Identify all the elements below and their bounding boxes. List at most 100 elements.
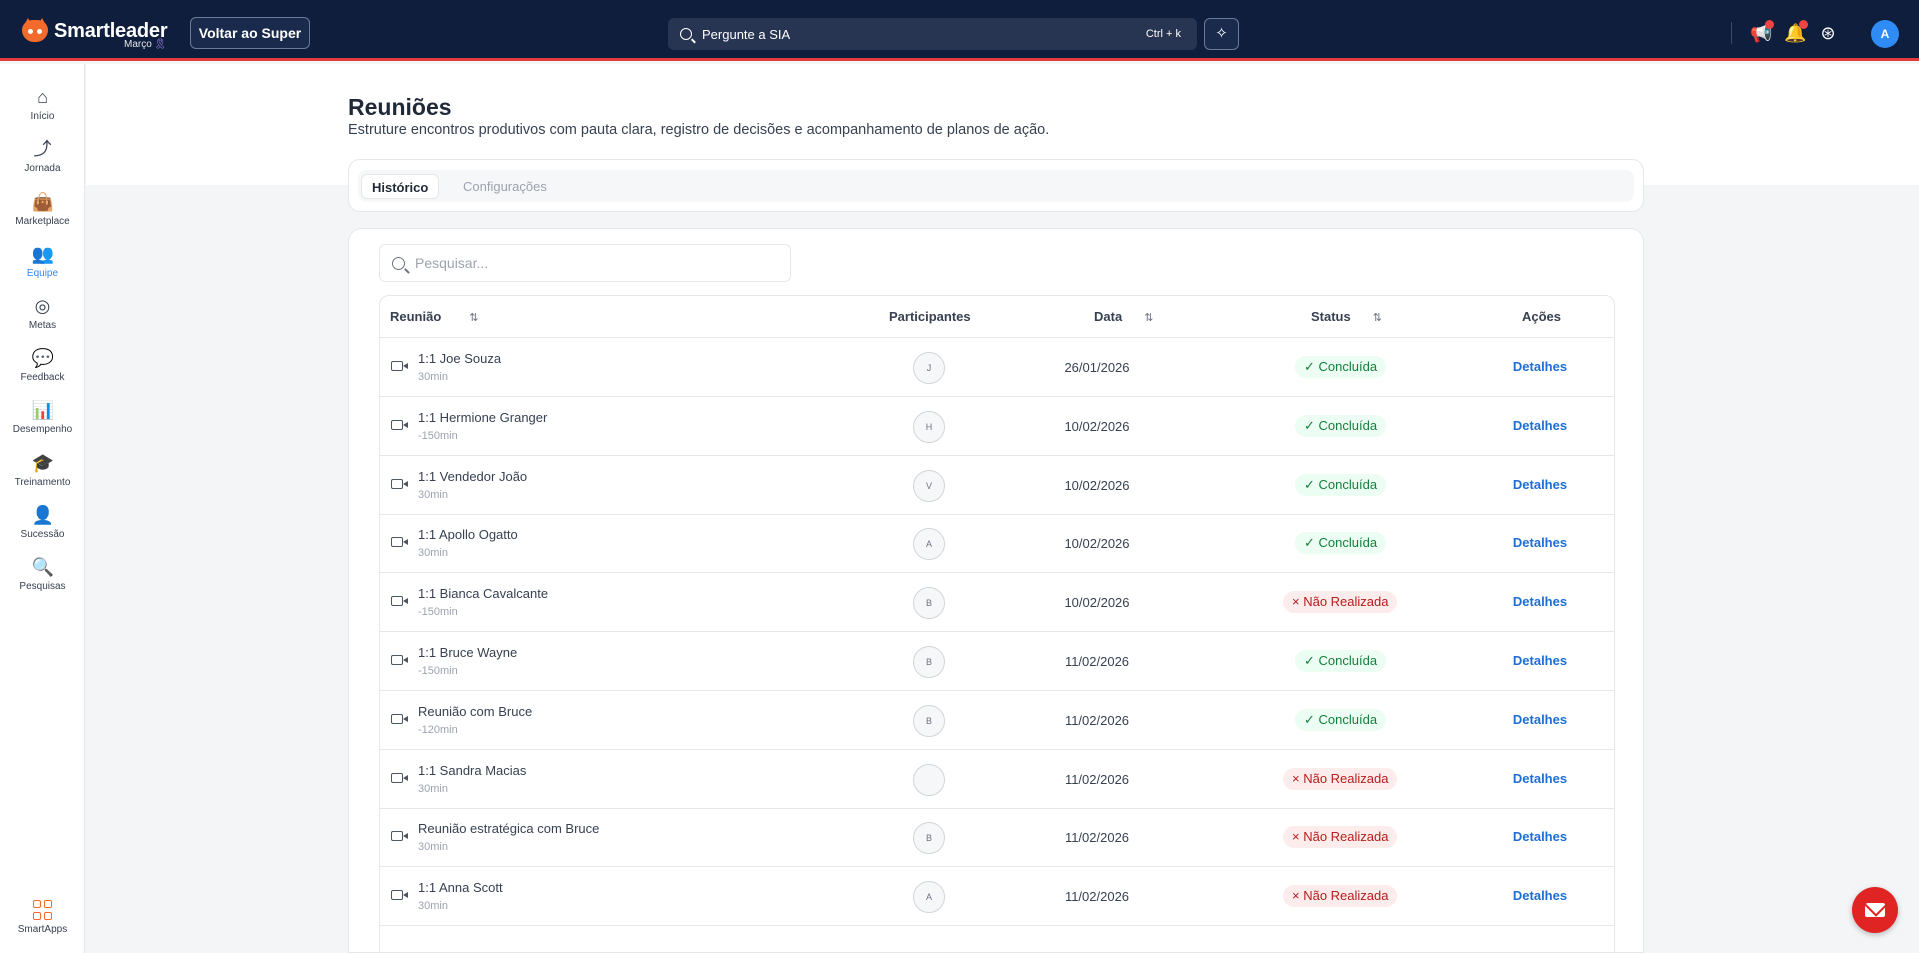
sidebar-item-label: Pesquisas [19,581,66,592]
sort-icon[interactable]: ⇅ [1144,312,1154,324]
meeting-duration: 30min [418,547,448,560]
help-lifebuoy-icon[interactable]: ⊛ [1820,23,1836,43]
details-link[interactable]: Detalhes [1512,711,1568,727]
fox-logo-icon [22,18,50,44]
user-avatar[interactable]: A [1871,20,1899,48]
header-status[interactable]: Status ⇅ [1311,309,1382,324]
sparkle-wand-icon[interactable]: ✧ [1204,18,1239,50]
table-row[interactable]: 1:1 Anna Scott 30min A 11/02/2026 × Não Real… [380,867,1614,927]
bar-chart-icon: 📊 [31,400,54,420]
sort-icon[interactable]: ⇅ [469,312,479,324]
page-title: Reuniões [348,94,452,120]
participant-avatar[interactable]: J [913,352,945,384]
sidebar-item-metas[interactable]: ◎ Metas [0,295,85,343]
brand-sub: Março 🎗 [124,39,167,50]
status-badge: × Não Realizada [1283,885,1398,908]
header-date-label: Data [1094,309,1123,324]
meeting-title: 1:1 Bianca Cavalcante [418,586,549,602]
back-to-super-button[interactable]: Voltar ao Super [190,17,310,49]
tab-configuracoes[interactable]: Configurações [463,179,547,194]
video-camera-icon [391,713,408,724]
header-date[interactable]: Data ⇅ [1094,309,1153,324]
top-bar: Smartleader Março 🎗 Voltar ao Super Pergu… [0,0,1919,61]
meeting-title: 1:1 Joe Souza [418,351,502,366]
page-subtitle: Estruture encontros produtivos com pauta… [348,122,1050,138]
sia-search-bar[interactable]: Pergunte a SIA Ctrl + k [668,18,1197,50]
participant-avatar[interactable] [913,763,945,796]
table-row[interactable]: 1:1 Vendedor João 30min V 10/02/2026 ✓ Concl… [380,456,1614,515]
details-link[interactable]: Detalhes [1512,476,1568,492]
tab-historico[interactable]: Histórico [361,174,440,199]
sidebar-item-pesquisas[interactable]: 🔍 Pesquisas [0,556,85,604]
meeting-date: 10/02/2026 [1064,536,1130,552]
brand-logo[interactable]: Smartleader [22,18,168,44]
participant-avatar[interactable]: A [913,528,945,561]
header-meeting[interactable]: Reunião ⇅ [390,309,479,324]
meeting-duration: -150min [418,606,458,619]
table-row[interactable]: 1:1 Sandra Macias 30min 11/02/2026 × Não Re… [380,750,1614,809]
meeting-title: 1:1 Bruce Wayne [418,645,518,660]
sidebar-item-label: Desempenho [12,424,73,435]
meeting-duration: 30min [418,371,448,383]
meeting-title: Reunião estratégica com Bruce [418,821,600,837]
table-row[interactable]: Reunião estratégica com Bruce 30min B 11/02… [380,808,1614,868]
table-row[interactable]: 1:1 Bruce Wayne -150min B 11/02/2026 ✓ Concl… [380,632,1614,691]
meeting-duration: 30min [418,841,448,854]
tab-list: Histórico Configurações [358,170,1634,202]
details-link[interactable]: Detalhes [1512,417,1568,433]
details-link[interactable]: Detalhes [1512,829,1568,845]
meeting-date: 10/02/2026 [1064,477,1130,493]
sort-icon[interactable]: ⇅ [1372,312,1382,324]
details-link[interactable]: Detalhes [1512,594,1568,610]
status-badge: ✓ Concluída [1295,532,1387,555]
meeting-title: 1:1 Hermione Granger [418,409,548,425]
meetings-search[interactable] [379,244,791,282]
sidebar-item-sucessao[interactable]: 👤 Sucessão [0,504,85,552]
meeting-date: 10/02/2026 [1064,418,1130,434]
sidebar-item-label: Treinamento [14,477,71,488]
meeting-duration: -150min [418,665,458,677]
participant-avatar[interactable]: B [913,587,945,620]
video-camera-icon [391,772,408,783]
table-row[interactable]: 1:1 Bianca Cavalcante -150min B 10/02/2026 ×… [380,573,1614,633]
table-row[interactable]: Reunião com Bruce -120min B 11/02/2026 ✓ Con… [380,691,1614,750]
tabs-card: Histórico Configurações [348,159,1644,212]
smartapps-button[interactable]: SmartApps [0,900,85,935]
sidebar-item-marketplace[interactable]: 👜 Marketplace [0,191,85,239]
video-camera-icon [391,478,408,489]
sidebar-item-jornada[interactable]: ⤴ Jornada [0,138,85,186]
sidebar-item-desempenho[interactable]: 📊 Desempenho [0,399,85,447]
participant-avatar[interactable]: V [913,469,945,502]
table-row[interactable]: 1:1 Apollo Ogatto 30min A 10/02/2026 ✓ Concl… [380,514,1614,574]
table-row[interactable]: 1:1 Joe Souza 30min J 26/01/2026 ✓ Concluída… [380,338,1614,397]
meeting-date: 10/02/2026 [1064,595,1130,611]
search-input[interactable] [415,255,775,271]
table-row[interactable]: 1:1 Hermione Granger -150min H 10/02/2026 ✓ … [380,397,1614,456]
sidebar-item-inicio[interactable]: ⌂ Início [0,86,85,134]
details-link[interactable]: Detalhes [1512,888,1568,904]
sidebar-item-label: Feedback [20,372,65,383]
meeting-title: 1:1 Anna Scott [418,880,503,896]
notification-dot [1765,20,1774,29]
status-badge: ✓ Concluída [1295,473,1387,496]
details-link[interactable]: Detalhes [1512,535,1568,551]
details-link[interactable]: Detalhes [1512,359,1568,374]
sidebar-item-treinamento[interactable]: 🎓 Treinamento [0,452,85,500]
meeting-duration: 30min [418,782,448,795]
participant-avatar[interactable]: B [913,822,945,855]
megaphone-icon[interactable]: 📢 [1750,20,1774,44]
ribbon-icon: 🎗 [153,39,167,50]
details-link[interactable]: Detalhes [1512,770,1568,786]
participant-avatar[interactable]: B [913,704,945,737]
bell-icon[interactable]: 🔔 [1784,20,1808,44]
header-actions: Ações [1522,309,1562,324]
sidebar-item-feedback[interactable]: 💬 Feedback [0,347,85,395]
search-document-icon: 🔍 [31,557,54,577]
details-link[interactable]: Detalhes [1512,653,1568,668]
participant-avatar[interactable]: B [913,646,945,678]
contact-fab[interactable] [1852,887,1898,933]
participant-avatar[interactable]: A [913,881,945,914]
participant-avatar[interactable]: H [913,410,945,443]
route-icon: ⤴ [33,139,52,159]
sidebar-item-equipe[interactable]: 👥 Equipe [0,243,85,291]
